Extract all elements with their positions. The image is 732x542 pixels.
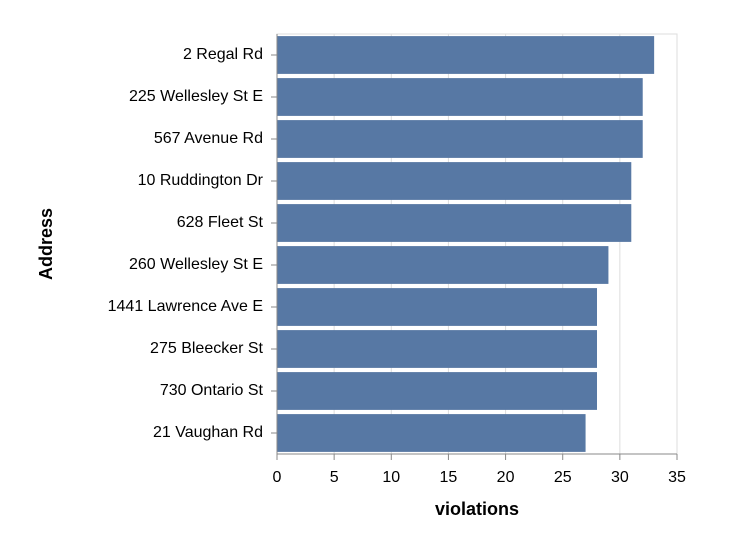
bar <box>277 162 632 200</box>
y-tick-label: 2 Regal Rd <box>183 46 263 63</box>
y-tick-label: 225 Wellesley St E <box>129 88 263 105</box>
bar <box>277 246 609 284</box>
bar <box>277 120 643 158</box>
bar <box>277 204 632 242</box>
x-tick-label: 35 <box>668 469 686 486</box>
x-axis-title: violations <box>435 499 519 519</box>
bar <box>277 78 643 116</box>
bar <box>277 414 586 452</box>
y-axis-title: Address <box>36 208 56 280</box>
y-tick-label: 628 Fleet St <box>177 214 264 231</box>
bar <box>277 36 655 74</box>
y-tick-label: 567 Avenue Rd <box>154 130 263 147</box>
y-tick-label: 730 Ontario St <box>160 382 264 399</box>
y-tick-label: 1441 Lawrence Ave E <box>108 298 263 315</box>
x-tick-label: 0 <box>273 469 282 486</box>
y-tick-label: 21 Vaughan Rd <box>153 424 263 441</box>
y-tick-label: 260 Wellesley St E <box>129 256 263 273</box>
x-tick-label: 20 <box>497 469 515 486</box>
x-tick-label: 15 <box>440 469 458 486</box>
y-tick-label: 275 Bleecker St <box>150 340 264 357</box>
bar <box>277 330 597 368</box>
bar <box>277 288 597 326</box>
x-tick-label: 25 <box>554 469 572 486</box>
x-tick-label: 10 <box>382 469 400 486</box>
x-tick-label: 30 <box>611 469 629 486</box>
x-tick-label: 5 <box>330 469 339 486</box>
bar <box>277 372 597 410</box>
y-tick-label: 10 Ruddington Dr <box>138 172 264 189</box>
